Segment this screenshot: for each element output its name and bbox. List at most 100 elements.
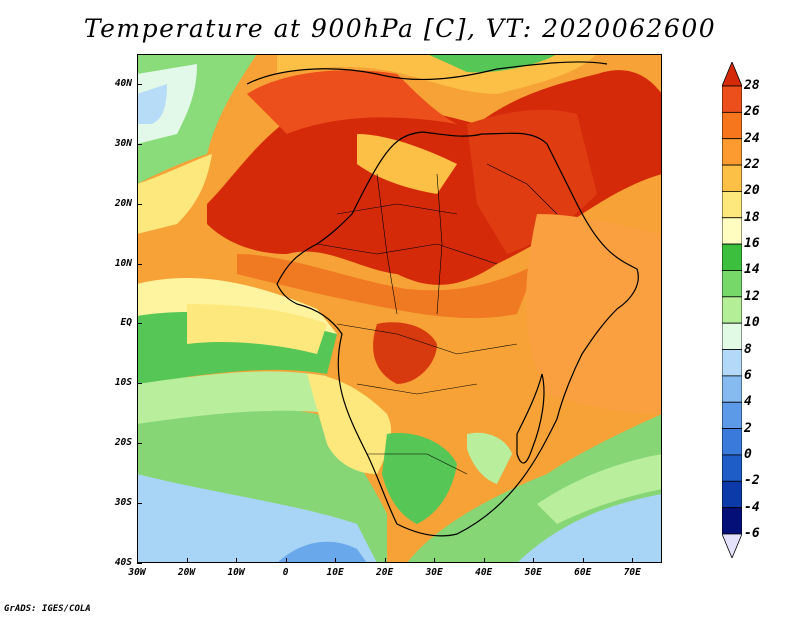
- lon-label-50e: 50E: [524, 567, 542, 578]
- lon-label-10e: 10E: [326, 567, 344, 578]
- north-atlantic-yellow: [137, 154, 212, 234]
- lon-label-10w: 10W: [227, 567, 245, 578]
- colorbar-swatch: [722, 480, 742, 509]
- mediterranean-green: [427, 54, 557, 73]
- colorbar-level-label: 24: [744, 130, 760, 146]
- lat-label-eq: EQ: [120, 317, 132, 329]
- lat-tick: [137, 143, 142, 145]
- colorbar-level-label: -6: [744, 526, 760, 541]
- colorbar-swatch: [722, 85, 742, 113]
- southern-africa-green: [382, 433, 457, 524]
- lon-tick: [236, 558, 238, 563]
- gulf-of-guinea-yellow: [187, 304, 327, 354]
- colorbar-level-label: 18: [744, 209, 760, 225]
- lon-label-20w: 20W: [177, 567, 196, 578]
- colorbar-swatch: [722, 349, 742, 377]
- colorbar-level-label: -4: [744, 499, 760, 515]
- colorbar-swatch: [722, 243, 742, 271]
- lon-tick: [335, 558, 337, 563]
- lat-label-40s: 40S: [114, 557, 132, 568]
- lat-tick: [137, 563, 142, 564]
- colorbar-level-label: 14: [744, 262, 760, 278]
- lat-tick: [137, 83, 142, 85]
- grads-credit: GrADS: IGES/COLA: [4, 604, 91, 614]
- south-blue-band-east: [517, 494, 662, 563]
- colorbar-swatch: [722, 296, 742, 324]
- colorbar-level-label: 20: [744, 183, 760, 199]
- colorbar-swatch: [722, 138, 742, 166]
- temperature-map: [137, 54, 662, 563]
- lon-tick: [632, 558, 634, 563]
- lon-label-20e: 20E: [376, 567, 394, 578]
- lat-tick: [137, 383, 142, 385]
- colorbar-level-label: 8: [744, 341, 752, 357]
- lon-label-40e: 40E: [475, 567, 493, 578]
- lat-tick: [137, 203, 142, 205]
- colorbar-swatch: [722, 111, 742, 140]
- colorbar-level-label: 10: [744, 315, 760, 331]
- atlantic-light-green: [137, 371, 337, 424]
- congo-hot: [373, 322, 437, 384]
- country-borders: [316, 163, 558, 475]
- colorbar-swatch: [722, 164, 742, 192]
- colorbar-bottom-arrow: [722, 533, 742, 558]
- lon-tick: [434, 558, 436, 563]
- lon-tick: [582, 558, 584, 563]
- colorbar-level-label: -2: [744, 473, 760, 489]
- south-deep-blue: [277, 541, 367, 563]
- colorbar-level-label: 2: [744, 420, 752, 436]
- lat-label-20s: 20S: [114, 437, 132, 449]
- lon-tick: [483, 558, 485, 563]
- lon-tick: [533, 558, 535, 563]
- lat-label-30n: 30N: [114, 137, 132, 149]
- lat-label-40n: 40N: [114, 77, 132, 89]
- lat-label-10s: 10S: [114, 377, 132, 389]
- lon-label-0: 0: [282, 567, 289, 578]
- lon-label-60e: 60E: [574, 567, 592, 578]
- colorbar: [722, 62, 742, 558]
- lat-tick: [137, 263, 142, 265]
- lon-tick: [137, 558, 138, 563]
- colorbar-level-label: 12: [744, 288, 760, 304]
- colorbar-level-label: 28: [744, 78, 760, 93]
- map-title: Temperature at 900hPa [C], VT: 202006260…: [83, 14, 717, 43]
- colorbar-level-label: 22: [744, 157, 760, 173]
- colorbar-swatch: [722, 217, 742, 245]
- egypt-pale: [357, 134, 457, 194]
- colorbar-level-label: 6: [744, 367, 752, 383]
- colorbar-level-label: 26: [744, 104, 760, 120]
- colorbar-swatch: [722, 191, 742, 219]
- lon-label-70e: 70E: [623, 567, 641, 578]
- north-atlantic-blue: [137, 84, 167, 124]
- lon-label-30w: 30W: [128, 567, 146, 578]
- lat-label-30s: 30S: [114, 497, 132, 509]
- lat-label-20n: 20N: [114, 197, 132, 209]
- lon-tick: [285, 558, 287, 563]
- lon-label-30e: 30E: [425, 567, 443, 578]
- colorbar-swatch: [722, 322, 742, 350]
- south-light-green-east: [537, 454, 662, 524]
- colorbar-level-label: 0: [744, 446, 752, 462]
- colorbar-swatch: [722, 401, 742, 429]
- southern-africa-pale: [307, 374, 392, 474]
- lat-tick: [137, 503, 142, 505]
- map-canvas: [137, 54, 662, 563]
- colorbar-level-label: 4: [744, 394, 752, 410]
- lat-tick: [137, 443, 142, 445]
- colorbar-level-label: 16: [744, 236, 760, 252]
- coastlines: [246, 61, 639, 537]
- indian-ocean-orange: [526, 214, 662, 414]
- north-sahara-orange: [247, 70, 457, 134]
- lat-tick: [137, 323, 142, 325]
- colorbar-swatch: [722, 375, 742, 403]
- colorbar-swatch: [722, 454, 742, 482]
- colorbar-swatch: [722, 270, 742, 298]
- sahel-orange: [237, 254, 537, 319]
- south-blue-band: [137, 474, 377, 563]
- lat-label-10n: 10N: [114, 257, 132, 269]
- colorbar-top-arrow: [722, 62, 742, 87]
- lon-tick: [384, 558, 386, 563]
- colorbar-swatch: [722, 507, 742, 535]
- madagascar-strait-green: [467, 432, 512, 484]
- colorbar-swatch: [722, 428, 742, 456]
